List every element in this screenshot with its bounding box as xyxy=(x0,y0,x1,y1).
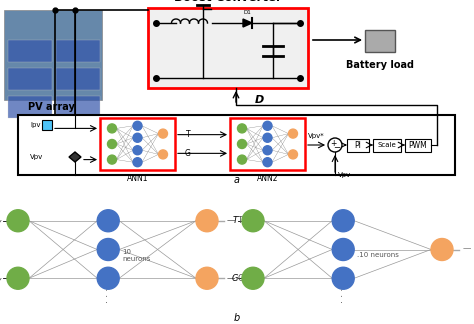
Circle shape xyxy=(289,129,298,138)
Text: a: a xyxy=(234,175,240,185)
Text: PWM: PWM xyxy=(409,141,428,149)
FancyBboxPatch shape xyxy=(56,96,100,118)
Text: — $V_{pv}^{*}$: — $V_{pv}^{*}$ xyxy=(462,242,474,257)
FancyBboxPatch shape xyxy=(8,96,52,118)
Text: T: T xyxy=(186,130,191,139)
FancyBboxPatch shape xyxy=(100,118,175,170)
FancyBboxPatch shape xyxy=(56,68,100,90)
Circle shape xyxy=(237,124,246,133)
FancyBboxPatch shape xyxy=(56,40,100,62)
Polygon shape xyxy=(243,19,252,27)
Circle shape xyxy=(158,129,167,138)
Circle shape xyxy=(242,210,264,232)
Circle shape xyxy=(242,267,264,289)
FancyBboxPatch shape xyxy=(42,120,52,130)
Text: b: b xyxy=(234,313,240,323)
FancyBboxPatch shape xyxy=(373,138,401,152)
Circle shape xyxy=(133,121,142,130)
Circle shape xyxy=(108,124,117,133)
Circle shape xyxy=(133,133,142,142)
Circle shape xyxy=(196,210,218,232)
FancyBboxPatch shape xyxy=(365,30,395,52)
Circle shape xyxy=(263,121,272,130)
FancyBboxPatch shape xyxy=(405,138,431,152)
Text: T: T xyxy=(233,216,238,225)
Text: — G: — G xyxy=(227,274,245,283)
Text: PI: PI xyxy=(355,141,362,149)
Text: — T: — T xyxy=(227,216,243,225)
Text: · · ·: · · · xyxy=(338,288,348,303)
Circle shape xyxy=(263,133,272,142)
Text: Boost Converter: Boost Converter xyxy=(174,0,282,4)
Text: Vpv: Vpv xyxy=(30,154,43,160)
Text: ANN1: ANN1 xyxy=(127,174,148,183)
Text: · · ·: · · · xyxy=(103,288,113,303)
Circle shape xyxy=(431,238,453,260)
Circle shape xyxy=(7,210,29,232)
FancyBboxPatch shape xyxy=(8,68,52,90)
Circle shape xyxy=(332,210,354,232)
Circle shape xyxy=(108,155,117,164)
Circle shape xyxy=(263,146,272,155)
Circle shape xyxy=(7,267,29,289)
Circle shape xyxy=(108,140,117,148)
FancyBboxPatch shape xyxy=(8,40,52,62)
Text: D1: D1 xyxy=(243,10,251,15)
FancyBboxPatch shape xyxy=(148,8,308,88)
Polygon shape xyxy=(69,152,81,162)
FancyBboxPatch shape xyxy=(18,115,455,175)
Text: G: G xyxy=(231,274,238,283)
Text: D: D xyxy=(255,95,264,105)
Text: G: G xyxy=(185,149,191,158)
Circle shape xyxy=(289,150,298,159)
Text: PV array: PV array xyxy=(27,102,74,112)
FancyBboxPatch shape xyxy=(347,138,369,152)
Text: $I_{pv}$: $I_{pv}$ xyxy=(0,272,3,285)
FancyBboxPatch shape xyxy=(4,10,102,100)
Circle shape xyxy=(158,150,167,159)
Text: Scale: Scale xyxy=(378,142,396,148)
Circle shape xyxy=(237,140,246,148)
Circle shape xyxy=(328,138,342,152)
Circle shape xyxy=(237,155,246,164)
Circle shape xyxy=(133,158,142,167)
Text: .10 neurons: .10 neurons xyxy=(357,252,399,258)
Text: Vpv: Vpv xyxy=(338,172,351,178)
Circle shape xyxy=(196,267,218,289)
Circle shape xyxy=(133,146,142,155)
Circle shape xyxy=(97,267,119,289)
Text: $V_{pv}$: $V_{pv}$ xyxy=(0,214,3,227)
Circle shape xyxy=(97,210,119,232)
Text: +: + xyxy=(330,140,336,148)
Circle shape xyxy=(332,267,354,289)
Circle shape xyxy=(97,238,119,260)
Text: ANN2: ANN2 xyxy=(257,174,278,183)
Text: Vpv*: Vpv* xyxy=(308,133,325,139)
Text: 10
neurons: 10 neurons xyxy=(122,249,151,262)
Circle shape xyxy=(263,158,272,167)
Text: Ipv: Ipv xyxy=(30,122,40,128)
Text: Battery load: Battery load xyxy=(346,60,414,70)
Text: −: − xyxy=(334,144,340,153)
FancyBboxPatch shape xyxy=(230,118,305,170)
Circle shape xyxy=(332,238,354,260)
